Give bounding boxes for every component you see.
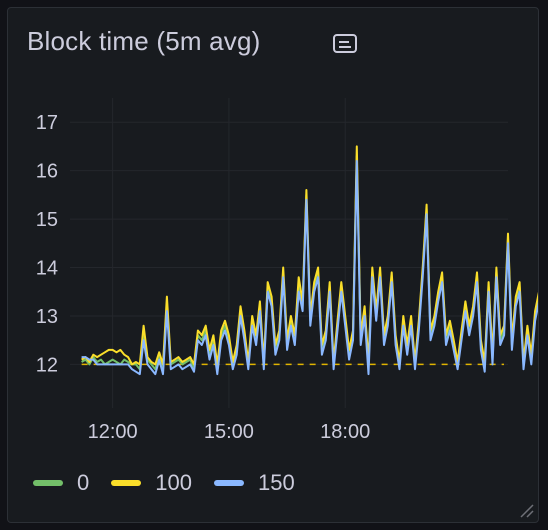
- legend-item-0[interactable]: 0: [33, 470, 89, 496]
- x-tick-label: 12:00: [88, 421, 138, 443]
- legend-label: 150: [257, 470, 295, 495]
- legend-swatch: [33, 480, 63, 486]
- legend-label: 100: [155, 470, 192, 495]
- legend-item-150[interactable]: 150: [213, 470, 295, 496]
- legend-swatch: [213, 480, 244, 486]
- y-tick-label: 17: [36, 112, 58, 134]
- line-chart[interactable]: 12 13 14 15 16 17 12:00 15:00 18:00: [8, 8, 538, 522]
- panel-title[interactable]: Block time (5m avg): [27, 26, 261, 56]
- notes-icon[interactable]: [332, 32, 360, 56]
- x-tick-label: 18:00: [320, 421, 370, 443]
- y-tick-label: 13: [36, 306, 58, 328]
- legend: 0 100 150: [33, 470, 317, 496]
- y-tick-label: 16: [36, 161, 58, 183]
- x-tick-label: 15:00: [204, 421, 254, 443]
- series-line-0[interactable]: [81, 155, 538, 371]
- y-tick-label: 15: [36, 209, 58, 231]
- chart-panel: Block time (5m avg) 12 13 14 15 16 17 12:00 15:…: [7, 7, 539, 523]
- series-line-150[interactable]: [81, 160, 538, 376]
- legend-swatch: [111, 480, 142, 486]
- legend-item-100[interactable]: 100: [111, 470, 192, 496]
- y-tick-label: 14: [36, 258, 58, 280]
- legend-label: 0: [77, 470, 90, 495]
- resize-handle-icon[interactable]: [518, 502, 534, 518]
- series-line-100[interactable]: [81, 145, 538, 366]
- y-tick-label: 12: [36, 354, 58, 376]
